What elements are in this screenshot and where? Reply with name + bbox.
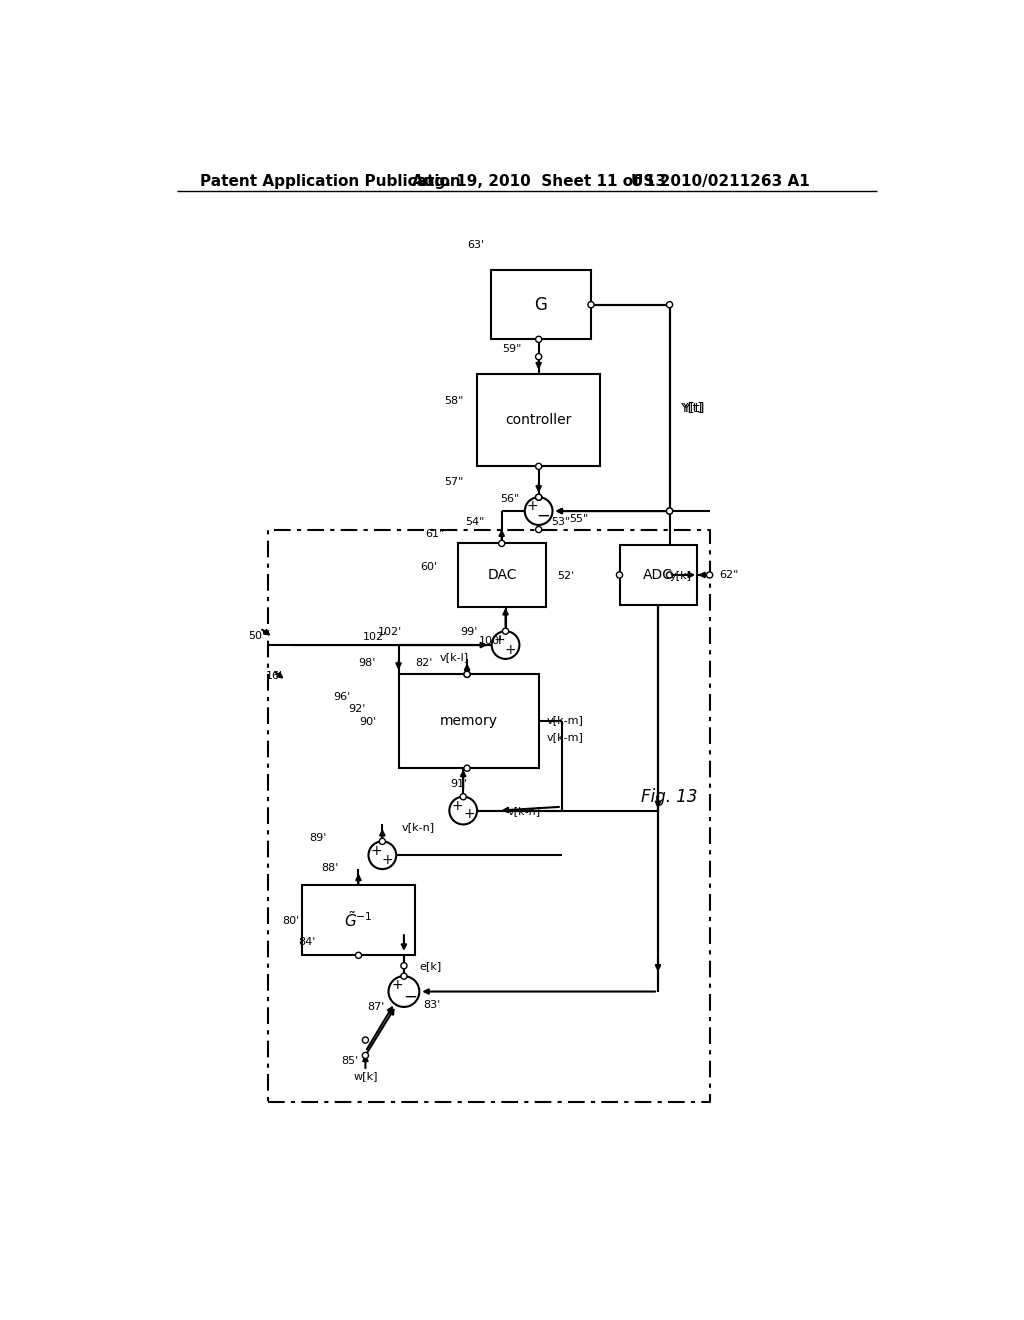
Text: $\tilde{G}^{-1}$: $\tilde{G}^{-1}$: [344, 909, 373, 929]
Text: +: +: [452, 799, 463, 813]
Circle shape: [536, 494, 542, 500]
Text: 61": 61": [425, 529, 444, 539]
Text: 87': 87': [368, 1002, 385, 1012]
Text: 16': 16': [266, 671, 283, 681]
Text: 100': 100': [478, 636, 503, 647]
Text: 55": 55": [569, 513, 589, 524]
Text: Patent Application Publication: Patent Application Publication: [200, 174, 461, 189]
Circle shape: [707, 572, 713, 578]
Text: DAC: DAC: [487, 568, 517, 582]
Text: Y[t]: Y[t]: [681, 401, 703, 414]
Circle shape: [503, 628, 509, 635]
Circle shape: [667, 508, 673, 515]
Text: Y[t]: Y[t]: [683, 401, 706, 414]
Text: 99': 99': [460, 627, 477, 638]
Text: 90': 90': [359, 717, 377, 727]
Circle shape: [369, 841, 396, 869]
Text: +: +: [505, 643, 516, 656]
Text: 82': 82': [416, 657, 433, 668]
Text: +: +: [392, 978, 403, 993]
Text: +: +: [526, 499, 539, 513]
Circle shape: [362, 1038, 369, 1043]
Text: +: +: [371, 843, 382, 858]
Circle shape: [492, 631, 519, 659]
Text: Fig. 13: Fig. 13: [641, 788, 697, 807]
Text: v[k-n]: v[k-n]: [401, 822, 435, 832]
Text: controller: controller: [506, 413, 571, 428]
Text: 98': 98': [358, 657, 376, 668]
Bar: [301, 884, 416, 956]
Circle shape: [536, 494, 542, 500]
Circle shape: [536, 354, 542, 360]
Text: 63': 63': [468, 240, 484, 249]
Circle shape: [362, 1052, 369, 1059]
Text: 84': 84': [298, 937, 315, 948]
Text: 92': 92': [348, 704, 366, 714]
Text: v[k-l]: v[k-l]: [439, 652, 469, 663]
Circle shape: [499, 540, 505, 546]
Circle shape: [464, 671, 470, 677]
Circle shape: [536, 527, 542, 533]
Text: 53": 53": [551, 517, 570, 527]
Text: e[k]: e[k]: [419, 961, 441, 970]
Text: +: +: [494, 634, 505, 647]
Circle shape: [388, 977, 419, 1007]
Text: 89': 89': [309, 833, 327, 842]
Text: 58": 58": [443, 396, 463, 407]
Circle shape: [355, 952, 361, 958]
Circle shape: [667, 508, 673, 515]
Text: +: +: [381, 853, 393, 867]
Text: 102': 102': [362, 632, 387, 643]
Bar: [398, 675, 539, 768]
Text: v[k-m]: v[k-m]: [547, 715, 584, 726]
Bar: [477, 374, 600, 466]
Circle shape: [588, 302, 594, 308]
Circle shape: [379, 838, 385, 845]
Text: w[k]: w[k]: [353, 1072, 378, 1081]
Text: ADC: ADC: [643, 568, 673, 582]
Bar: [458, 544, 547, 607]
Circle shape: [536, 463, 542, 470]
Text: 60': 60': [420, 561, 437, 572]
Circle shape: [464, 766, 470, 771]
Bar: [490, 271, 591, 339]
Circle shape: [464, 671, 470, 677]
Circle shape: [616, 572, 623, 578]
Text: memory: memory: [439, 714, 498, 729]
Circle shape: [450, 797, 477, 825]
Bar: [620, 545, 696, 605]
Text: 52': 52': [557, 570, 574, 581]
Text: +: +: [464, 807, 475, 821]
Text: v[k-n]: v[k-n]: [508, 807, 541, 816]
Circle shape: [460, 793, 466, 800]
Text: 50': 50': [248, 631, 265, 640]
Text: 59": 59": [503, 345, 521, 354]
Circle shape: [400, 973, 407, 979]
Text: 96': 96': [333, 693, 350, 702]
Circle shape: [400, 962, 407, 969]
Text: 54": 54": [465, 517, 484, 527]
Text: v[k-m]: v[k-m]: [547, 731, 584, 742]
Circle shape: [667, 302, 673, 308]
Text: 80': 80': [283, 916, 300, 925]
Circle shape: [536, 337, 542, 342]
Text: G: G: [535, 296, 548, 314]
Text: 85': 85': [341, 1056, 358, 1065]
Text: y[k]: y[k]: [670, 570, 691, 581]
Text: Aug. 19, 2010  Sheet 11 of 13: Aug. 19, 2010 Sheet 11 of 13: [412, 174, 666, 189]
Text: 83': 83': [423, 1001, 440, 1010]
Circle shape: [525, 498, 553, 525]
Text: 62": 62": [720, 570, 739, 579]
Text: US 2010/0211263 A1: US 2010/0211263 A1: [631, 174, 810, 189]
Text: 57": 57": [443, 477, 463, 487]
Text: 56": 56": [500, 494, 519, 504]
Text: 102': 102': [378, 627, 401, 638]
Text: −: −: [403, 987, 417, 1005]
Text: 88': 88': [322, 863, 339, 874]
Text: −: −: [537, 507, 550, 524]
Text: 91': 91': [451, 779, 467, 788]
Circle shape: [667, 572, 673, 578]
